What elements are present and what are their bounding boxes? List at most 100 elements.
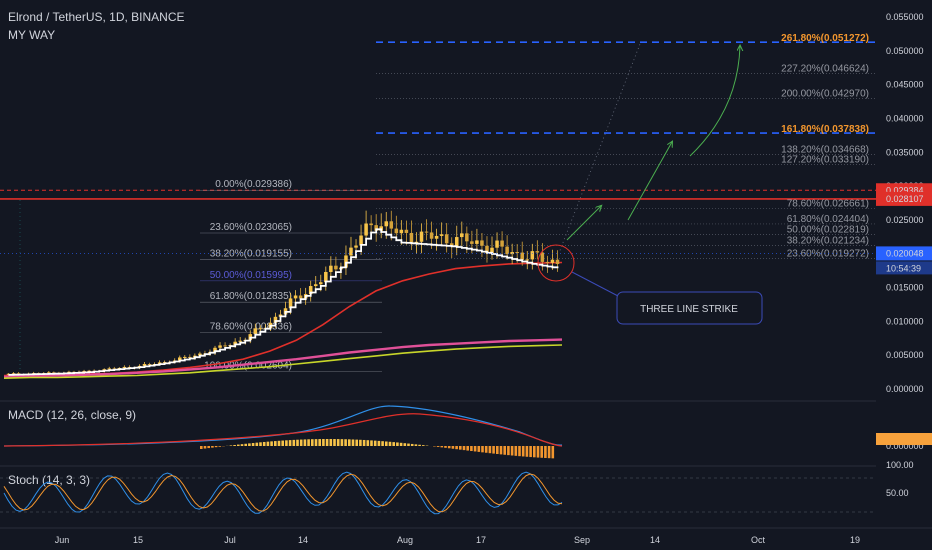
candle-body [454, 237, 459, 247]
candle-body [324, 271, 328, 283]
extension-level-label: 261.80%(0.051272) [781, 33, 869, 44]
macd-histogram-bar [274, 441, 277, 446]
up-arrow [627, 142, 672, 221]
macd-histogram-bar [385, 441, 388, 446]
candle-body [359, 235, 363, 246]
macd-histogram-bar [366, 440, 370, 446]
macd-histogram-bar [455, 446, 458, 450]
macd-histogram-bar [355, 439, 358, 446]
time-tick-label: Jun [55, 535, 70, 545]
macd-histogram-bar [418, 444, 421, 446]
candle-body [439, 234, 444, 236]
candle-body [540, 252, 545, 262]
candle-body [510, 252, 514, 255]
candle-body [485, 245, 489, 254]
candle-body [188, 356, 192, 358]
price-tick-label: 0.000000 [886, 384, 924, 394]
candle-body [550, 259, 555, 263]
price-tick-label: 0.035000 [886, 147, 924, 157]
price-badge-label: 0.020048 [886, 248, 924, 258]
macd-histogram-bar [436, 446, 440, 447]
candle-body [545, 261, 550, 263]
macd-histogram-bar [444, 446, 447, 448]
candle-body [520, 252, 524, 261]
retracement-level-label: 100.00%(0.002604) [204, 360, 292, 371]
time-tick-label: 15 [133, 535, 143, 545]
macd-histogram-bar [307, 439, 310, 446]
macd-histogram-bar [233, 444, 236, 446]
candle-body [515, 252, 519, 254]
macd-histogram-bar [525, 446, 529, 457]
price-tick-label: 0.045000 [886, 80, 924, 90]
curved-up-arrow [689, 46, 740, 157]
step-trend-line [8, 228, 559, 376]
retracement-level-label: 50.00%(0.015995) [210, 270, 292, 281]
candle-body [470, 241, 474, 244]
candle-body [480, 240, 484, 246]
macd-histogram-bar [248, 443, 251, 446]
candle-body [555, 259, 560, 265]
macd-histogram-bar [407, 443, 410, 446]
candle-body [475, 240, 479, 244]
candle-body [183, 356, 187, 358]
candle-body [495, 240, 499, 248]
price-tick-label: 0.005000 [886, 350, 924, 360]
macd-histogram-bar [200, 446, 203, 449]
extension-level-label: 78.60%(0.026661) [787, 199, 869, 210]
macd-histogram-bar [477, 446, 481, 452]
up-arrow [566, 206, 601, 241]
macd-histogram-bar [314, 439, 318, 446]
candle-body [535, 251, 540, 253]
macd-histogram-bar [544, 446, 547, 458]
macd-histogram-bar [381, 441, 384, 446]
candle-body [409, 232, 414, 244]
candle-body [218, 345, 222, 348]
candle-body [444, 234, 449, 244]
time-tick-label: 14 [650, 535, 660, 545]
macd-histogram-bar [240, 444, 244, 446]
macd-histogram-bar [259, 442, 262, 446]
macd-histogram-bar [244, 443, 247, 446]
macd-histogram-bar [362, 439, 366, 446]
macd-histogram-bar [329, 439, 333, 446]
macd-histogram-bar [318, 439, 321, 446]
macd-histogram-bar [396, 442, 399, 446]
macd-histogram-bar [344, 439, 347, 446]
candle-body [273, 316, 278, 323]
macd-histogram-bar [459, 446, 462, 450]
stoch-tick-label: 100.00 [886, 460, 914, 470]
candle-body [223, 345, 227, 347]
macd-histogram-bar [359, 439, 362, 446]
extension-level-label: 200.00%(0.042970) [781, 88, 869, 99]
chart-title: Elrond / TetherUS, 1D, BINANCE [8, 10, 185, 24]
macd-histogram-bar [237, 444, 240, 446]
macd-histogram-bar [277, 440, 281, 446]
candle-body [253, 328, 258, 335]
candle-body [11, 373, 16, 375]
price-badge-label: 0.028107 [886, 194, 924, 204]
candle-body [530, 251, 535, 260]
extension-level-label: 161.80%(0.037838) [781, 124, 869, 135]
highlight-circle [537, 244, 575, 282]
stoch-label: Stoch (14, 3, 3) [8, 473, 90, 487]
price-tick-label: 0.050000 [886, 46, 924, 56]
time-tick-label: 17 [476, 535, 486, 545]
macd-histogram-bar [303, 439, 307, 446]
candle-body [525, 259, 530, 261]
callout-label: THREE LINE STRIKE [640, 304, 738, 315]
macd-histogram-bar [414, 444, 418, 446]
macd-histogram-bar [399, 442, 403, 446]
macd-label: MACD (12, 26, close, 9) [8, 408, 136, 422]
candle-body [233, 341, 237, 346]
time-tick-label: Aug [397, 535, 413, 545]
macd-histogram-bar [322, 439, 325, 446]
time-tick-label: 14 [298, 535, 308, 545]
candle-body [344, 255, 348, 268]
candle-body [465, 233, 469, 242]
macd-histogram-bar [292, 439, 296, 446]
projection-line [559, 43, 641, 251]
candle-body [298, 295, 303, 299]
candle-body [329, 265, 333, 272]
macd-histogram-bar [547, 446, 551, 459]
